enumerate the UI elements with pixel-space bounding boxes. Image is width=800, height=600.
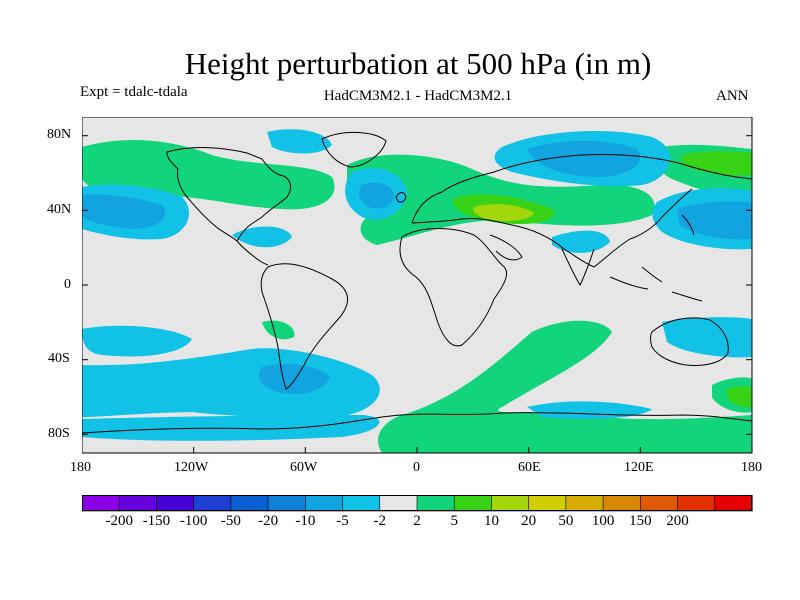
colorbar-cell bbox=[528, 495, 567, 512]
colorbar-label: -2 bbox=[373, 513, 387, 529]
colorbar-cell bbox=[677, 495, 716, 512]
colorbar-label: 5 bbox=[450, 513, 458, 529]
lat-label-80s: 80S bbox=[48, 426, 70, 441]
season-label: ANN bbox=[716, 88, 749, 104]
british-isles-coastline bbox=[395, 192, 407, 203]
colorbar-label: 100 bbox=[591, 513, 615, 529]
colorbar-cell bbox=[118, 495, 158, 512]
colorbar-label: -150 bbox=[142, 513, 171, 529]
lat-label-40s: 40S bbox=[48, 351, 70, 366]
height-perturbation-map bbox=[82, 117, 753, 454]
plot-title: Height perturbation at 500 hPa (in m) bbox=[184, 46, 652, 81]
negative-anomaly-area bbox=[662, 317, 752, 358]
greenland-coastline bbox=[321, 131, 387, 168]
colorbar-cell bbox=[342, 495, 381, 512]
colorbar-label: -5 bbox=[336, 513, 349, 529]
south-america-coastline bbox=[260, 263, 348, 390]
negative-anomaly-area bbox=[232, 226, 292, 248]
positive-anomaly-area bbox=[378, 320, 752, 453]
colorbar-cell bbox=[379, 495, 418, 512]
colorbar-label: -20 bbox=[258, 513, 279, 529]
negative-anomaly-area bbox=[527, 140, 641, 177]
colorbar-cell bbox=[714, 495, 753, 512]
lat-label-0: 0 bbox=[64, 277, 71, 292]
lat-ticks bbox=[82, 135, 752, 435]
negative-anomaly-area bbox=[82, 348, 380, 418]
lon-label-60e: 60E bbox=[518, 460, 541, 475]
colorbar bbox=[82, 495, 753, 512]
lon-label-180w: 180 bbox=[70, 460, 91, 475]
lon-label-60w: 60W bbox=[290, 460, 318, 475]
colorbar-label: -200 bbox=[105, 513, 133, 529]
anomaly-fields bbox=[82, 129, 752, 453]
coastlines bbox=[82, 131, 752, 434]
negative-anomaly-area bbox=[82, 194, 166, 229]
colorbar-label: -50 bbox=[220, 513, 241, 529]
lat-label-40n: 40N bbox=[47, 202, 72, 217]
negative-anomaly-area bbox=[552, 230, 610, 253]
north-america-coastline bbox=[166, 147, 291, 242]
lon-label-180e: 180 bbox=[741, 460, 762, 475]
colorbar-cell bbox=[82, 495, 120, 512]
colorbar-label: 150 bbox=[629, 513, 652, 529]
lon-ticks bbox=[193, 447, 641, 453]
lon-label-120w: 120W bbox=[174, 460, 209, 475]
colorbar-cell bbox=[267, 495, 306, 512]
arabia-coastline bbox=[489, 234, 523, 261]
central-america-coastline bbox=[236, 240, 269, 266]
southeast-asia-islands-coastline bbox=[609, 266, 703, 302]
colorbar-cell bbox=[602, 495, 641, 512]
colorbar-label: 50 bbox=[558, 513, 574, 529]
japan-coastline bbox=[681, 214, 695, 236]
india-coastline bbox=[561, 248, 595, 287]
colorbar-cell bbox=[230, 495, 269, 512]
positive-anomaly-area bbox=[473, 204, 534, 221]
colorbar-cell bbox=[491, 495, 530, 512]
negative-anomaly-area bbox=[677, 201, 752, 240]
colorbar-label: 10 bbox=[483, 513, 499, 529]
eurasia-coastline bbox=[411, 154, 752, 268]
lat-label-80n: 80N bbox=[47, 127, 72, 142]
model-label: HadCM3M2.1 - HadCM3M2.1 bbox=[323, 88, 513, 104]
antarctica-coastline bbox=[82, 412, 752, 434]
colorbar-cell bbox=[305, 495, 344, 512]
colorbar-frame bbox=[82, 495, 752, 511]
africa-coastline bbox=[399, 228, 507, 347]
positive-anomaly-area bbox=[727, 386, 752, 408]
colorbar-label: 20 bbox=[521, 513, 537, 529]
colorbar-label: 200 bbox=[666, 513, 689, 529]
colorbar-label: 2 bbox=[413, 513, 421, 529]
colorbar-cell bbox=[565, 495, 604, 512]
negative-anomaly-area bbox=[267, 129, 332, 154]
colorbar-label: -10 bbox=[295, 513, 316, 529]
negative-anomaly-area bbox=[258, 363, 330, 395]
colorbar-cell bbox=[453, 495, 493, 512]
australia-coastline bbox=[650, 317, 729, 366]
negative-anomaly-area bbox=[82, 325, 192, 357]
negative-anomaly-area bbox=[358, 182, 394, 209]
colorbar-cell bbox=[156, 495, 195, 512]
colorbar-cell bbox=[640, 495, 679, 512]
experiment-label: Expt = tdalc-tdala bbox=[80, 84, 188, 100]
lon-label-120e: 120E bbox=[624, 460, 654, 475]
lon-label-0: 0 bbox=[413, 460, 420, 475]
positive-anomaly-area bbox=[262, 320, 295, 340]
colorbar-cell bbox=[193, 495, 232, 512]
colorbar-cell bbox=[416, 495, 455, 512]
colorbar-label: -100 bbox=[179, 513, 208, 529]
